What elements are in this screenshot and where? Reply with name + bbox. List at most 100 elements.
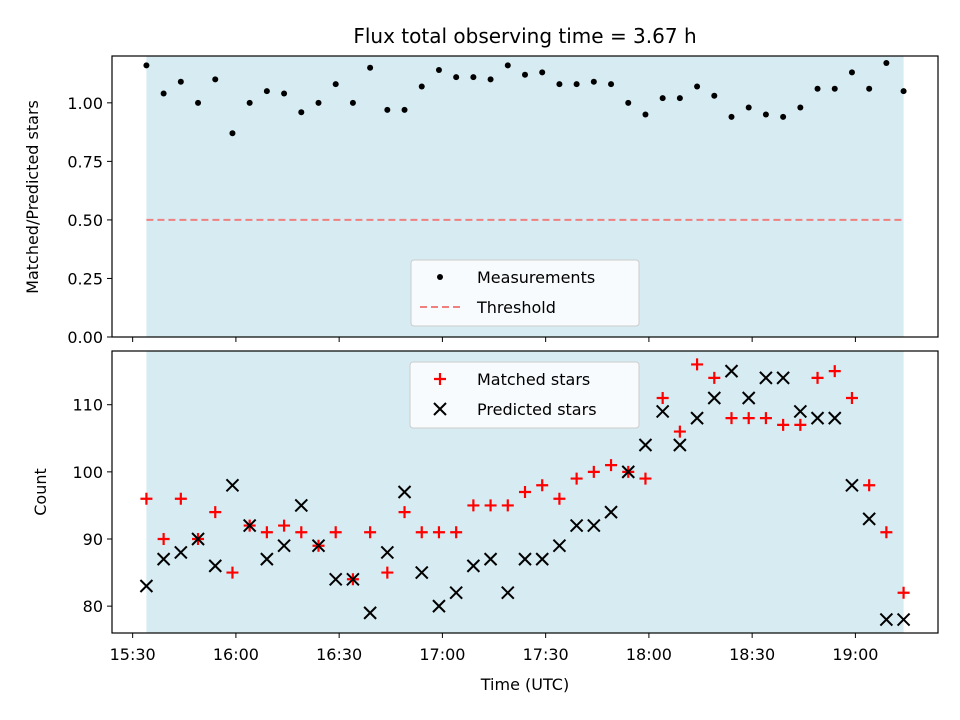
- predicted-stars-point-29: [638, 438, 653, 452]
- predicted-stars-point-43: [879, 612, 894, 627]
- predicted-stars-point-6: [242, 518, 257, 533]
- bottom-xtick-label: 18:00: [626, 645, 672, 664]
- predicted-stars-point-38: [793, 404, 808, 419]
- matched-stars-point-8: [278, 519, 291, 532]
- matched-stars-point-4: [209, 506, 222, 519]
- chart-title: Flux total observing time = 3.67 h: [353, 24, 696, 48]
- top-y-axis-label: Matched/Predicted stars: [23, 100, 42, 294]
- x-axis-label: Time (UTC): [480, 675, 569, 694]
- bottom-xtick-label: 17:30: [523, 645, 569, 664]
- matched-stars-point-38: [794, 418, 807, 431]
- matched-stars-point-1: [157, 533, 170, 545]
- legend-predicted-label: Predicted stars: [477, 400, 597, 419]
- predicted-stars-point-3: [191, 532, 205, 546]
- measurements-point-40: [831, 85, 838, 92]
- matched-stars-point-34: [725, 412, 738, 425]
- measurements-point-25: [573, 81, 580, 88]
- measurements-point-8: [281, 90, 288, 97]
- matched-stars-point-32: [691, 358, 704, 371]
- measurements-point-23: [539, 69, 546, 76]
- top-ytick-label: 0.50: [67, 211, 103, 230]
- matched-stars-point-2: [174, 492, 187, 505]
- bottom-axes-frame: [111, 350, 939, 634]
- matched-stars-point-37: [777, 418, 790, 431]
- predicted-stars-point-17: [432, 599, 446, 613]
- bottom-xtick-label: 16:30: [316, 645, 362, 664]
- measurements-point-29: [642, 111, 649, 118]
- top-axes-frame: [111, 55, 939, 338]
- measurements-point-13: [367, 64, 374, 71]
- matched-stars-point-39: [811, 371, 824, 384]
- predicted-stars-point-16: [415, 565, 429, 580]
- measurements-point-26: [590, 78, 597, 85]
- matched-stars-point-19: [467, 499, 480, 512]
- matched-stars-point-31: [673, 425, 686, 438]
- matched-stars-point-23: [536, 479, 549, 492]
- measurements-point-10: [315, 99, 322, 106]
- predicted-stars-point-21: [501, 586, 515, 600]
- predicted-stars-point-32: [690, 411, 704, 425]
- legend-predicted-marker: [433, 402, 447, 416]
- measurements-point-16: [418, 83, 425, 90]
- measurements-point-31: [676, 95, 683, 102]
- predicted-stars-point-8: [277, 539, 291, 553]
- legend-measurements-label: Measurements: [477, 268, 595, 287]
- matched-stars-point-15: [398, 506, 411, 519]
- predicted-stars-point-14: [380, 545, 395, 560]
- matched-stars-point-33: [708, 371, 721, 384]
- matched-stars-point-25: [570, 472, 583, 485]
- predicted-stars-point-10: [311, 539, 326, 553]
- measurements-point-6: [246, 99, 253, 106]
- measurements-point-4: [212, 76, 219, 83]
- measurements-point-17: [435, 67, 442, 74]
- predicted-stars-point-24: [552, 539, 567, 553]
- measurements-point-1: [160, 90, 167, 97]
- predicted-stars-point-23: [535, 552, 549, 566]
- measurements-point-32: [694, 83, 701, 90]
- measurements-point-38: [797, 104, 804, 111]
- matched-stars-point-7: [260, 526, 273, 539]
- predicted-stars-point-34: [724, 364, 739, 378]
- predicted-stars-point-35: [742, 391, 756, 405]
- predicted-stars-point-22: [518, 552, 532, 566]
- legend-threshold-label: Threshold: [476, 298, 556, 317]
- predicted-stars-point-13: [363, 606, 377, 620]
- predicted-stars-point-27: [604, 505, 618, 519]
- matched-stars-point-13: [364, 526, 377, 539]
- matched-stars-point-36: [759, 412, 772, 425]
- matched-stars-point-26: [587, 465, 600, 478]
- measurements-point-43: [883, 60, 890, 67]
- measurements-point-28: [625, 99, 632, 106]
- measurements-point-5: [229, 130, 236, 137]
- predicted-stars-point-1: [156, 552, 171, 566]
- predicted-stars-point-4: [208, 559, 222, 573]
- bottom-legend: Matched stars Predicted stars: [409, 361, 640, 429]
- measurements-point-41: [848, 69, 855, 76]
- bottom-ytick-label: 100: [72, 463, 103, 482]
- predicted-stars-point-7: [260, 552, 274, 566]
- matched-stars-point-30: [656, 392, 669, 404]
- bottom-ytick-label: 90: [83, 530, 103, 549]
- measurements-point-24: [556, 81, 563, 88]
- predicted-stars-point-28: [621, 465, 635, 479]
- measurements-point-2: [177, 78, 184, 85]
- matched-stars-point-16: [415, 526, 428, 539]
- matched-stars-point-42: [863, 479, 876, 492]
- legend-measurements-marker: [437, 274, 443, 280]
- predicted-stars-point-19: [466, 559, 481, 573]
- legend-matched-marker: [434, 373, 446, 385]
- predicted-stars-point-36: [759, 371, 773, 385]
- measurements-point-7: [263, 88, 270, 95]
- predicted-stars-point-11: [329, 572, 343, 586]
- legend-matched-label: Matched stars: [477, 370, 590, 389]
- predicted-stars-point-12: [346, 572, 360, 586]
- measurements-point-11: [332, 81, 339, 88]
- bottom-xtick-label: 15:30: [110, 645, 156, 664]
- predicted-stars-point-40: [828, 411, 842, 425]
- predicted-stars-point-31: [673, 438, 687, 452]
- measurements-point-37: [780, 113, 787, 120]
- bottom-panel: 80 90 100 110 15:30 16:00 16:30 17:00 17:30 18:0…: [31, 350, 939, 694]
- measurements-point-35: [745, 104, 752, 111]
- measurements-point-19: [470, 74, 477, 81]
